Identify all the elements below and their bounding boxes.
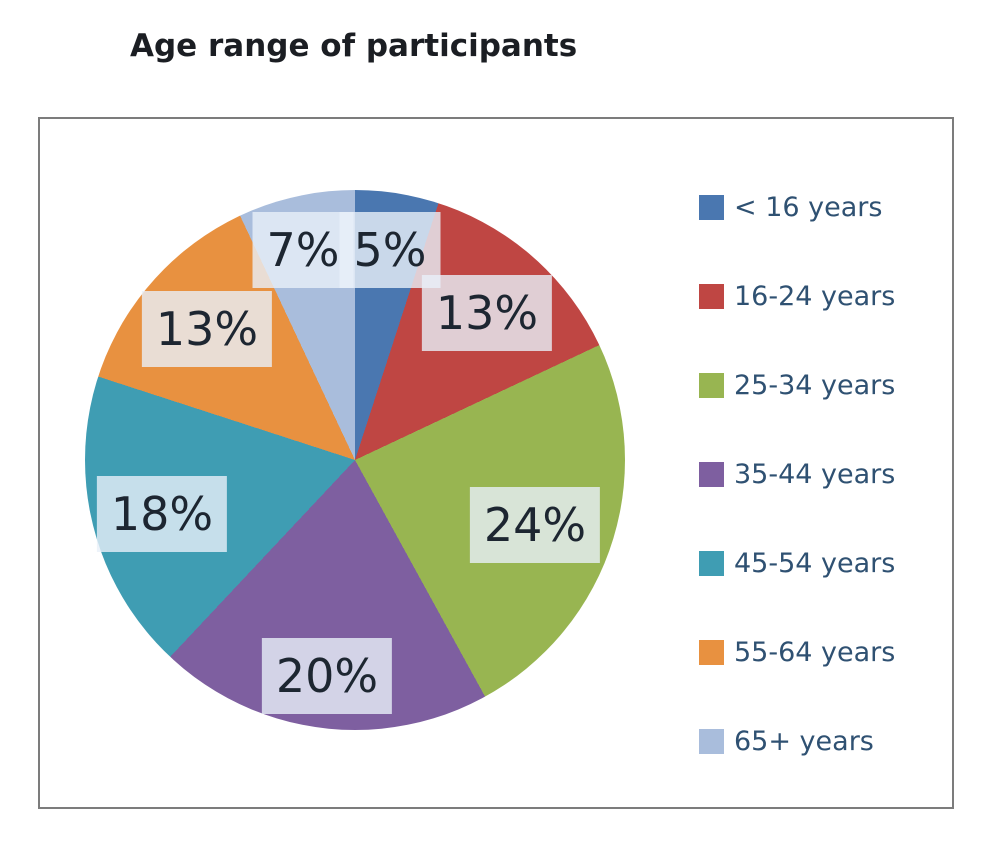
legend-item-under16: < 16 years bbox=[699, 191, 895, 223]
legend-swatch-55-64-icon bbox=[699, 639, 724, 665]
data-label-16-24: 13% bbox=[421, 275, 553, 351]
legend-label-16-24: 16-24 years bbox=[734, 280, 896, 312]
legend-label-35-44: 35-44 years bbox=[734, 458, 896, 490]
data-label-65plus: 7% bbox=[252, 212, 354, 288]
legend-item-65plus: 65+ years bbox=[699, 725, 895, 757]
legend-swatch-35-44-icon bbox=[699, 461, 724, 487]
legend-item-35-44: 35-44 years bbox=[699, 458, 895, 490]
data-label-25-34: 24% bbox=[469, 487, 601, 563]
legend-label-45-54: 45-54 years bbox=[734, 547, 896, 579]
legend-swatch-25-34-icon bbox=[699, 372, 724, 398]
legend-swatch-65plus-icon bbox=[699, 728, 724, 754]
legend-label-55-64: 55-64 years bbox=[734, 636, 896, 668]
legend: < 16 years 16-24 years 25-34 years 35-44… bbox=[699, 191, 895, 814]
chart-panel: 7% 5% 13% 24% 20% 18% 13% < 16 years 16-… bbox=[38, 117, 954, 809]
legend-label-65plus: 65+ years bbox=[734, 725, 874, 757]
legend-item-16-24: 16-24 years bbox=[699, 280, 895, 312]
legend-item-45-54: 45-54 years bbox=[699, 547, 895, 579]
chart-title: Age range of participants bbox=[130, 28, 578, 64]
data-label-35-44: 20% bbox=[261, 638, 393, 714]
legend-label-under16: < 16 years bbox=[734, 191, 883, 223]
legend-swatch-16-24-icon bbox=[699, 283, 724, 309]
legend-label-25-34: 25-34 years bbox=[734, 369, 896, 401]
legend-item-55-64: 55-64 years bbox=[699, 636, 895, 668]
legend-swatch-45-54-icon bbox=[699, 550, 724, 576]
legend-swatch-under16-icon bbox=[699, 194, 724, 220]
legend-item-25-34: 25-34 years bbox=[699, 369, 895, 401]
data-label-45-54: 18% bbox=[96, 476, 228, 552]
data-label-55-64: 13% bbox=[141, 291, 273, 367]
data-label-under16: 5% bbox=[339, 212, 441, 288]
